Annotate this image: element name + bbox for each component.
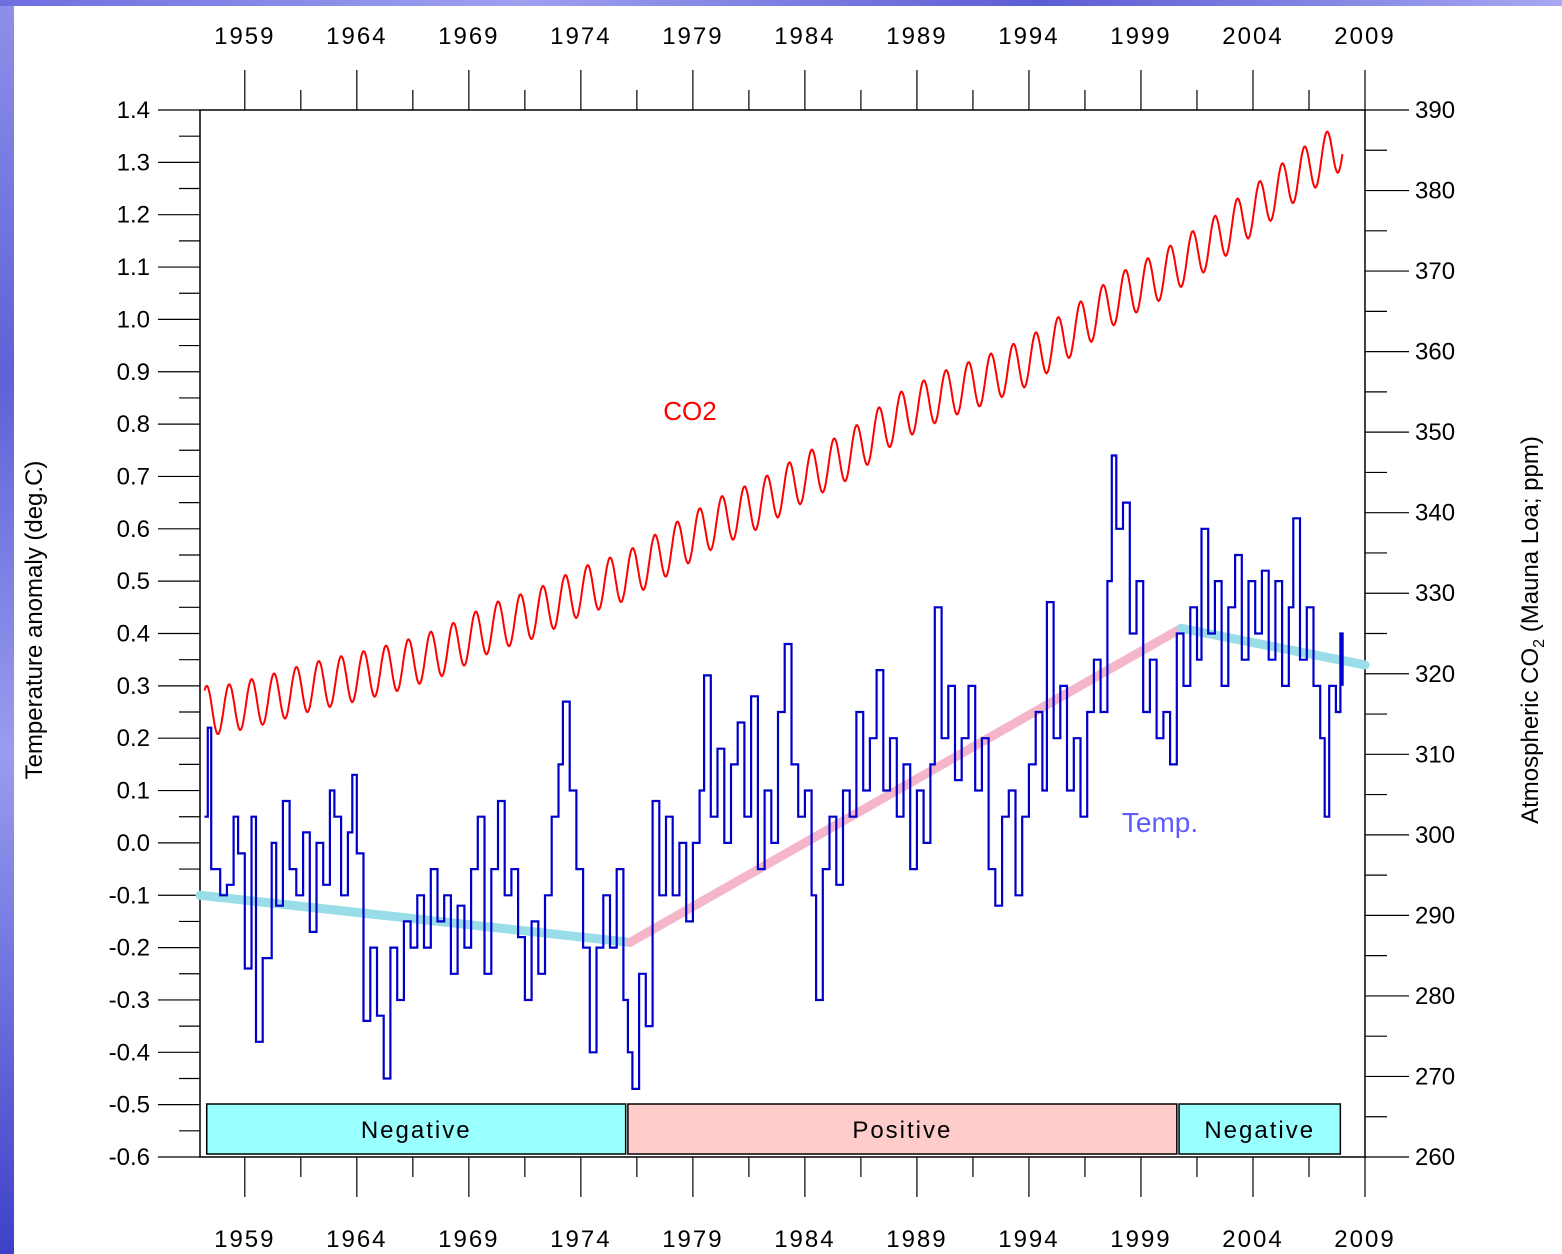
slide-side-decoration — [0, 0, 14, 1254]
y-left-tick-label: 0.5 — [117, 568, 150, 595]
y-left-tick-label: 0.1 — [117, 778, 150, 805]
y-left-axis-label: Temperature anomaly (deg.C) — [21, 461, 48, 780]
x-bottom-tick-label: 1974 — [550, 1226, 611, 1253]
y-right-label-sub: 2 — [1531, 639, 1548, 648]
y-left-tick-label: -0.4 — [109, 1039, 150, 1066]
y-left-tick-label: -0.6 — [109, 1144, 150, 1171]
x-top-tick-label: 1959 — [214, 23, 275, 50]
labels-group: CO2 Temp. Temperature anomaly (deg.C) At… — [21, 396, 1548, 838]
y-right-tick-label: 290 — [1415, 902, 1455, 929]
temp-annotation: Temp. — [1122, 807, 1198, 838]
y-right-tick-label: 390 — [1415, 97, 1455, 124]
x-top-tick-label: 1984 — [774, 23, 835, 50]
y-right-tick-label: 300 — [1415, 822, 1455, 849]
y-left-tick-label: 1.4 — [117, 97, 150, 124]
x-top-tick-label: 1969 — [438, 23, 499, 50]
phase-band-label: Positive — [852, 1117, 952, 1144]
trend-1957-1976 — [195, 890, 635, 947]
y-left-tick-label: 0.6 — [117, 516, 150, 543]
y-left-tick-label: 1.0 — [117, 306, 150, 333]
phase-band-label: Negative — [1204, 1117, 1315, 1144]
y-right-axis-label: Atmospheric CO2 (Mauna Loa; ppm) — [1517, 436, 1548, 824]
axes-group: 1.4 1.3 1.2 1.1 1.0 0.9 0.8 0.7 0.6 0.5 0.4 0.3 0.2 0… — [109, 23, 1455, 1253]
y-right-tick-label: 330 — [1415, 580, 1455, 607]
x-top-tick-label: 1964 — [326, 23, 387, 50]
x-bottom-tick-label: 1999 — [1110, 1226, 1171, 1253]
y-left-tick-label: 0.3 — [117, 673, 150, 700]
y-left-tick-label: 0.2 — [117, 725, 150, 752]
y-right-tick-label: 320 — [1415, 661, 1455, 688]
x-bottom-tick-label: 1984 — [774, 1226, 835, 1253]
y-left-tick-label: -0.3 — [109, 987, 150, 1014]
trend-1976-2001 — [625, 623, 1186, 947]
phase-band — [627, 1103, 1178, 1155]
y-left-tick-label: 1.3 — [117, 149, 150, 176]
x-bottom-tick-label: 2009 — [1334, 1226, 1395, 1253]
phase-band-label: Negative — [361, 1117, 472, 1144]
y-right-label-tail: (Mauna Loa; ppm) — [1517, 436, 1544, 639]
x-bottom-tick-label: 1959 — [214, 1226, 275, 1253]
y-right-tick-label: 360 — [1415, 339, 1455, 366]
slide-top-decoration — [0, 0, 1562, 6]
x-bottom-tick-label: 1994 — [998, 1226, 1059, 1253]
x-bottom-tick-label: 1969 — [438, 1226, 499, 1253]
y-left-tick-label: -0.1 — [109, 882, 150, 909]
phase-band — [1178, 1103, 1342, 1155]
y-left-tick-label: 0.7 — [117, 463, 150, 490]
x-top-tick-label: 2004 — [1222, 23, 1283, 50]
phase-band — [205, 1103, 627, 1155]
series-group — [195, 130, 1370, 1090]
x-bottom-tick-label: 1964 — [326, 1226, 387, 1253]
y-right-tick-label: 310 — [1415, 741, 1455, 768]
x-top-tick-label: 1979 — [662, 23, 723, 50]
y-right-tick-label: 260 — [1415, 1144, 1455, 1171]
y-left-tick-label: 1.1 — [117, 254, 150, 281]
x-bottom-tick-label: 2004 — [1222, 1226, 1283, 1253]
x-top-tick-label: 1994 — [998, 23, 1059, 50]
x-bottom-tick-label: 1989 — [886, 1226, 947, 1253]
y-left-tick-label: -0.5 — [109, 1092, 150, 1119]
y-right-tick-label: 370 — [1415, 258, 1455, 285]
co2-series-line — [203, 130, 1344, 736]
x-top-tick-label: 1974 — [550, 23, 611, 50]
y-right-tick-label: 270 — [1415, 1063, 1455, 1090]
y-left-tick-label: 0.8 — [117, 411, 150, 438]
y-right-label-main: Atmospheric CO — [1517, 648, 1544, 824]
y-right-tick-label: 350 — [1415, 419, 1455, 446]
y-left-tick-label: 0.9 — [117, 359, 150, 386]
y-left-tick-label: 0.0 — [117, 830, 150, 857]
y-right-tick-label: 340 — [1415, 500, 1455, 527]
y-right-tick-label: 380 — [1415, 178, 1455, 205]
x-top-tick-label: 1999 — [1110, 23, 1171, 50]
y-left-tick-label: 0.4 — [117, 621, 150, 648]
x-bottom-tick-label: 1979 — [662, 1226, 723, 1253]
y-left-tick-label: -0.2 — [109, 935, 150, 962]
co2-annotation: CO2 — [663, 396, 716, 426]
x-top-tick-label: 2009 — [1334, 23, 1395, 50]
y-left-tick-label: 1.2 — [117, 202, 150, 229]
y-right-tick-label: 280 — [1415, 983, 1455, 1010]
temp-series-line — [204, 454, 1344, 1090]
phase-bands-group: Negative Positive Negative — [205, 1103, 1342, 1155]
x-top-tick-label: 1989 — [886, 23, 947, 50]
